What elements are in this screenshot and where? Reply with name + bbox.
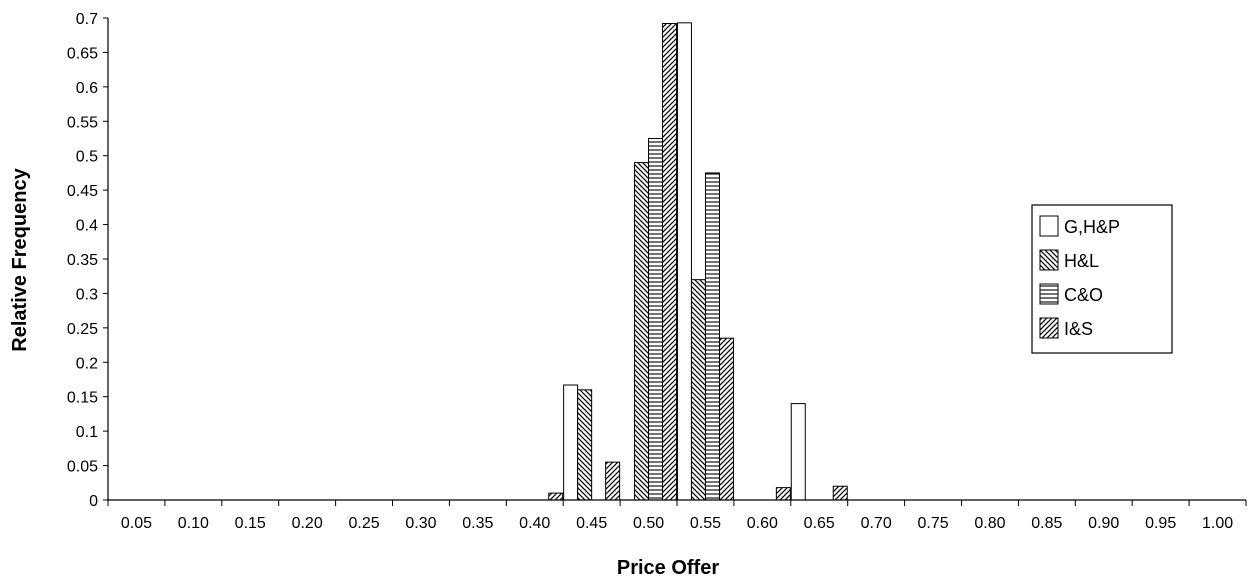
bar-g-h-p-0.55 <box>676 22 692 501</box>
legend-label: H&L <box>1064 251 1099 271</box>
y-tick-label: 0.6 <box>76 80 98 97</box>
x-tick-label: 0.50 <box>633 515 664 532</box>
x-tick-label: 0.95 <box>1145 515 1176 532</box>
bar-h-l-0.55 <box>690 279 706 501</box>
x-tick-label: 0.40 <box>519 515 550 532</box>
legend-swatch <box>1039 215 1059 237</box>
y-tick-label: 0.2 <box>76 355 98 372</box>
y-tick-label: 0.7 <box>76 11 98 28</box>
x-tick-label: 0.25 <box>348 515 379 532</box>
bar-i-s-0.50 <box>662 23 678 501</box>
x-tick-label: 0.05 <box>121 515 152 532</box>
x-tick-label: 0.15 <box>235 515 266 532</box>
bars-group <box>548 22 848 501</box>
y-tick-label: 0.65 <box>67 45 98 62</box>
y-tick-label: 0.55 <box>67 114 98 131</box>
x-tick-label: 0.65 <box>804 515 835 532</box>
y-tick-label: 0.05 <box>67 459 98 476</box>
x-tick-label: 0.55 <box>690 515 721 532</box>
bar-h-l-0.45 <box>577 389 593 501</box>
y-tick-label: 0.45 <box>67 183 98 200</box>
x-tick-label: 0.60 <box>747 515 778 532</box>
legend-swatch <box>1039 317 1059 339</box>
legend-swatch <box>1039 249 1059 271</box>
legend-label: G,H&P <box>1064 217 1120 237</box>
bar-i-s-0.55 <box>718 337 734 501</box>
bar-i-s-0.45 <box>605 461 621 501</box>
y-tick-label: 0.3 <box>76 286 98 303</box>
ticks-group: 0 0.05 0.1 0.15 0.2 0.25 0.3 0.35 0.4 0.45 0.5 0.55… <box>67 11 1247 532</box>
x-axis-title: Price Offer <box>617 557 719 579</box>
y-tick-label: 0.25 <box>67 321 98 338</box>
x-tick-label: 0.90 <box>1088 515 1119 532</box>
bar-i-s-0.65 <box>832 485 848 501</box>
bar-h-l-0.50 <box>634 162 650 501</box>
y-tick-label: 0.5 <box>76 149 98 166</box>
bar-g-h-p-0.45 <box>563 384 579 501</box>
bar-c-o-0.55 <box>704 172 720 501</box>
y-tick-label: 0.15 <box>67 390 98 407</box>
x-tick-label: 0.10 <box>178 515 209 532</box>
x-tick-label: 0.30 <box>405 515 436 532</box>
y-tick-label: 0 <box>89 493 98 510</box>
y-axis-title: Relative Frequency <box>9 167 31 351</box>
y-tick-label: 0.1 <box>76 424 98 441</box>
legend-label: C&O <box>1064 285 1103 305</box>
y-tick-label: 0.4 <box>76 218 98 235</box>
legend-label: I&S <box>1064 319 1093 339</box>
x-tick-label: 0.80 <box>974 515 1005 532</box>
bar-i-s-0.40 <box>548 492 564 501</box>
x-tick-label: 1.00 <box>1202 515 1233 532</box>
y-tick-label: 0.35 <box>67 252 98 269</box>
x-tick-label: 0.45 <box>576 515 607 532</box>
x-tick-label: 0.35 <box>462 515 493 532</box>
x-tick-label: 0.20 <box>292 515 323 532</box>
bar-g-h-p-0.65 <box>790 403 806 501</box>
legend-swatch <box>1039 283 1059 305</box>
bar-c-o-0.50 <box>648 138 664 501</box>
x-tick-label: 0.75 <box>917 515 948 532</box>
bar-i-s-0.60 <box>775 487 791 501</box>
x-tick-label: 0.85 <box>1031 515 1062 532</box>
legend: G,H&P H&L C&O I&S <box>1031 204 1173 354</box>
x-tick-label: 0.70 <box>861 515 892 532</box>
